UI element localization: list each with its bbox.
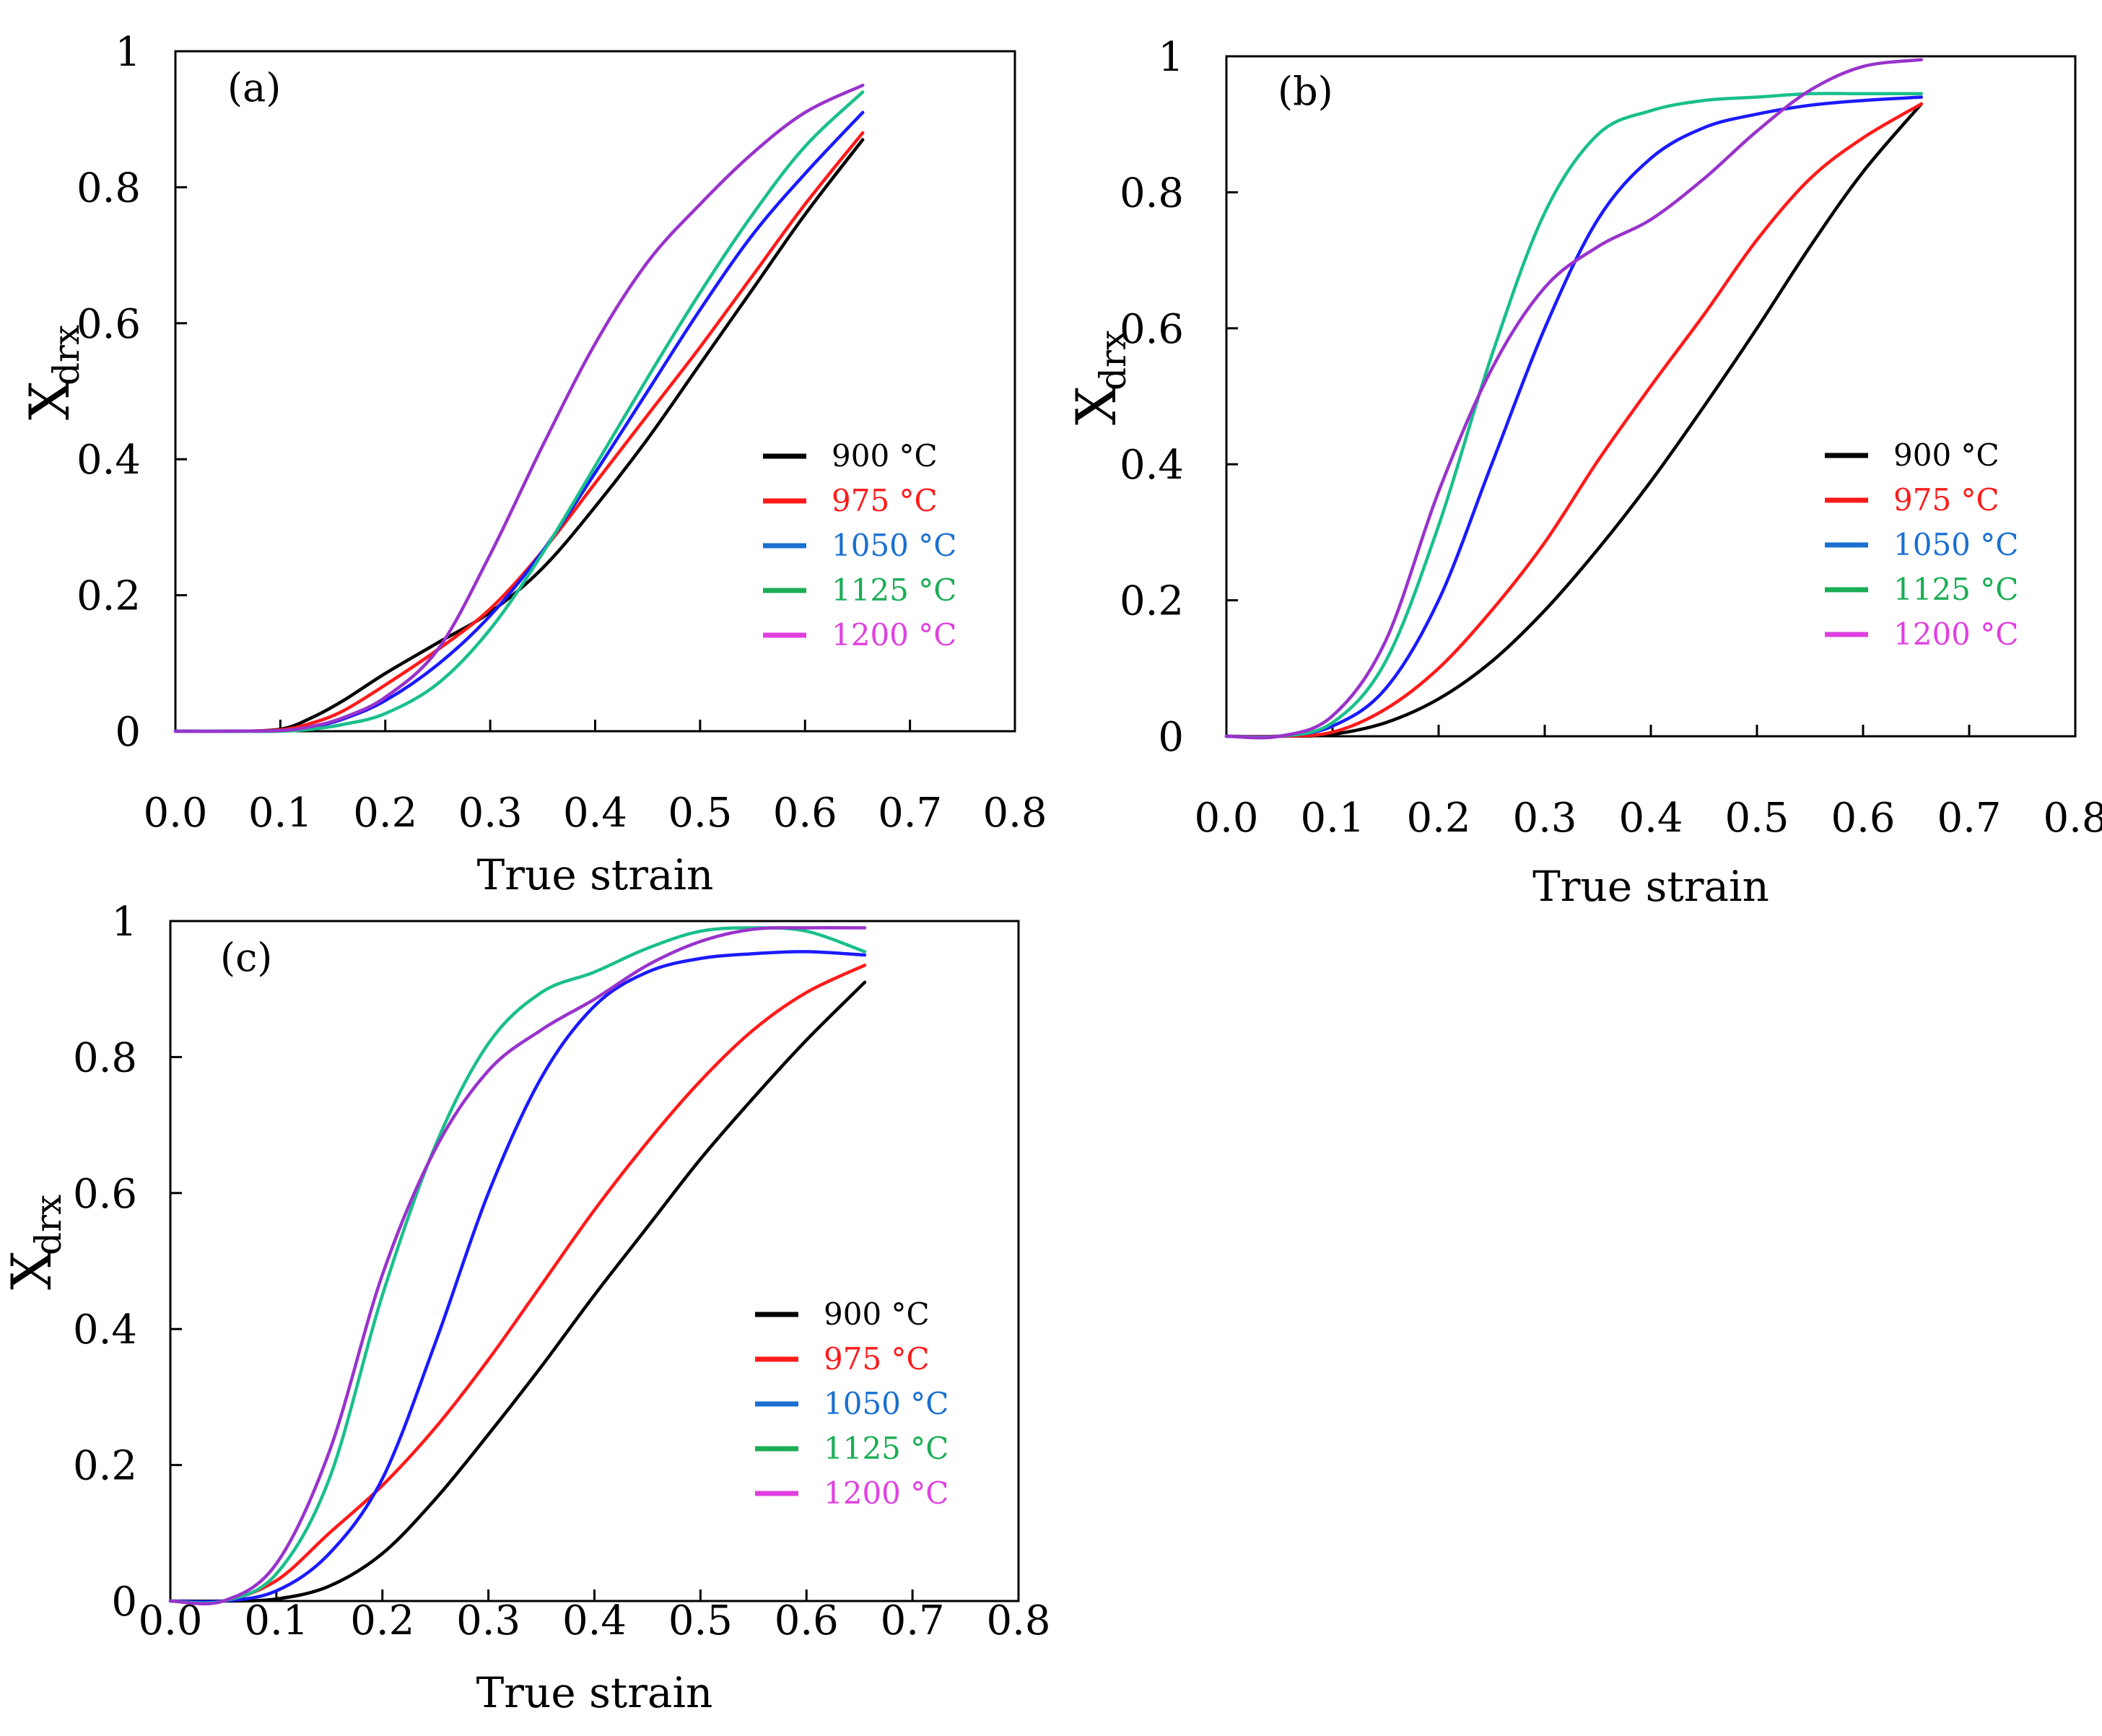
panel-c-x-tick-label: 0.0 <box>138 1597 202 1644</box>
panel-a-y-axis-title-main: X <box>17 381 82 420</box>
panel-b-y-axis-title-sub: drx <box>1092 330 1134 391</box>
panel-c-y-tick-label: 0 <box>111 1579 137 1626</box>
panel-b-legend-label-1050: 1050 °C <box>1893 527 2018 562</box>
panel-b-series-line-900 <box>1224 102 1924 738</box>
panel-b-label: (b) <box>1278 69 1333 114</box>
panel-c-series-line-975 <box>168 963 867 1605</box>
panel-c-x-tick-label: 0.5 <box>668 1597 733 1644</box>
panel-b-y-tick-label: 0.6 <box>1120 306 1184 353</box>
panel-c-x-axis-title: True strain <box>476 1668 713 1717</box>
panel-c-y-tick-label: 0.2 <box>73 1443 137 1490</box>
panel-c-legend-label-1125: 1125 °C <box>824 1431 948 1466</box>
panel-a-x-axis-title: True strain <box>477 850 714 899</box>
panel-a-series-line-975 <box>173 131 865 733</box>
panel-a-x-tick-label: 0.4 <box>563 790 627 837</box>
panel-a-y-axis-title-sub: drx <box>45 325 87 385</box>
panel-a-x-tick-label: 0.3 <box>458 790 523 837</box>
panel-a-x-tick-label: 0.6 <box>773 790 837 837</box>
panel-b-series-line-975 <box>1224 102 1924 738</box>
panel-c-y-tick-label: 1 <box>111 899 137 946</box>
panel-c-y-axis-title-main: X <box>0 1251 64 1290</box>
panel-c-y-axis-title-sub: drx <box>27 1195 69 1255</box>
panel-a-series-line-1125 <box>173 90 865 733</box>
panel-c-series-line-1050 <box>168 950 867 1604</box>
panel-c-x-tick-label: 0.3 <box>456 1597 520 1644</box>
panel-a-y-tick-label: 0 <box>115 709 141 756</box>
panel-b: 0.0 0.1 0.2 0.3 0.4 0.5 0.6 0.7 0.8 0 0.2 0.4 0.6 0.8… <box>1064 34 2102 911</box>
panel-c-legend-label-975: 975 °C <box>824 1341 930 1377</box>
panel-a-x-tick-label: 0.5 <box>668 790 732 837</box>
panel-a-label: (a) <box>227 65 281 110</box>
panel-b-legend-label-975: 975 °C <box>1893 482 1999 518</box>
panel-b-x-tick-label: 0.1 <box>1300 795 1364 842</box>
panel-c-series-line-900 <box>168 980 867 1603</box>
panel-c-y-tick-label: 0.8 <box>73 1034 137 1081</box>
panel-b-y-tick-label: 1 <box>1158 34 1184 81</box>
panel-a-y-tick-label: 0.8 <box>77 165 141 211</box>
panel-a-legend-label-1050: 1050 °C <box>832 528 956 563</box>
panel-a-series-line-900 <box>173 138 865 733</box>
panel-b-y-tick-label: 0 <box>1158 714 1184 761</box>
panel-b-x-tick-label: 0.0 <box>1194 795 1258 842</box>
panel-b-y-tick-label: 0.2 <box>1120 578 1184 625</box>
panel-c-series-line-1200 <box>168 926 867 1606</box>
panel-b-series-line-1200 <box>1224 58 1924 740</box>
panel-a-y-tick-label: 0.4 <box>77 437 141 484</box>
panel-c-label: (c) <box>220 935 272 980</box>
panel-c: 0.0 0.1 0.2 0.3 0.4 0.5 0.6 0.7 0.8 0 0.2 0.4 0.6 0.8… <box>0 899 1051 1717</box>
panel-c-y-tick-label: 0.4 <box>73 1307 137 1353</box>
panel-a-x-tick-label: 0.7 <box>878 790 942 837</box>
panel-c-x-tick-label: 0.2 <box>350 1597 414 1644</box>
panel-c-legend-label-1200: 1200 °C <box>824 1475 948 1511</box>
panel-a-y-tick-label: 0.2 <box>77 573 141 620</box>
panel-c-x-tick-label: 0.7 <box>881 1597 945 1644</box>
panel-b-legend-label-1125: 1125 °C <box>1893 572 2018 607</box>
panel-a-x-tick-label: 0.8 <box>982 790 1047 837</box>
panel-a-y-tick-label: 1 <box>115 29 141 76</box>
panel-a-legend-label-900: 900 °C <box>832 438 938 474</box>
panel-c-legend-label-900: 900 °C <box>824 1296 930 1332</box>
panel-a: 0.0 0.1 0.2 0.3 0.4 0.5 0.6 0.7 0.8 0 0.2 0.4 0.6 0.8… <box>17 29 1047 899</box>
panel-c-x-tick-label: 0.1 <box>244 1597 308 1644</box>
panel-a-legend-label-1200: 1200 °C <box>832 617 956 653</box>
panel-b-x-axis-title: True strain <box>1532 862 1769 911</box>
panel-b-x-tick-label: 0.4 <box>1618 795 1683 842</box>
panel-c-series-line-1125 <box>168 926 867 1605</box>
panel-a-legend-label-975: 975 °C <box>832 483 938 518</box>
panel-b-y-axis-title-main: X <box>1064 386 1128 425</box>
panel-a-x-tick-label: 0.2 <box>353 790 417 837</box>
panel-a-x-tick-label: 0.0 <box>143 790 207 837</box>
panel-c-y-tick-label: 0.6 <box>73 1171 137 1218</box>
panel-a-y-tick-label: 0.6 <box>77 301 141 348</box>
panel-b-x-tick-label: 0.3 <box>1512 795 1576 842</box>
panel-a-series-line-1200 <box>173 83 865 733</box>
panel-c-x-tick-label: 0.4 <box>562 1597 627 1644</box>
panel-b-x-tick-label: 0.7 <box>1937 795 2001 842</box>
panel-b-y-tick-label: 0.4 <box>1120 442 1184 489</box>
panel-a-legend-label-1125: 1125 °C <box>832 572 956 608</box>
panel-b-x-tick-label: 0.6 <box>1831 795 1895 842</box>
panel-b-x-tick-label: 0.2 <box>1406 795 1470 842</box>
panel-a-x-tick-label: 0.1 <box>248 790 313 837</box>
panel-b-legend-label-1200: 1200 °C <box>1893 616 2018 652</box>
panel-b-y-tick-label: 0.8 <box>1120 170 1184 217</box>
panel-b-series-line-1050 <box>1224 95 1924 739</box>
panel-b-series-line-1125 <box>1224 92 1924 739</box>
panel-c-x-tick-label: 0.6 <box>775 1597 839 1644</box>
panel-b-legend-label-900: 900 °C <box>1893 437 1999 473</box>
panel-b-x-tick-label: 0.5 <box>1724 795 1789 842</box>
panel-c-x-tick-label: 0.8 <box>986 1597 1050 1644</box>
panel-c-legend-label-1050: 1050 °C <box>824 1386 948 1421</box>
panel-b-x-tick-label: 0.8 <box>2043 795 2102 842</box>
